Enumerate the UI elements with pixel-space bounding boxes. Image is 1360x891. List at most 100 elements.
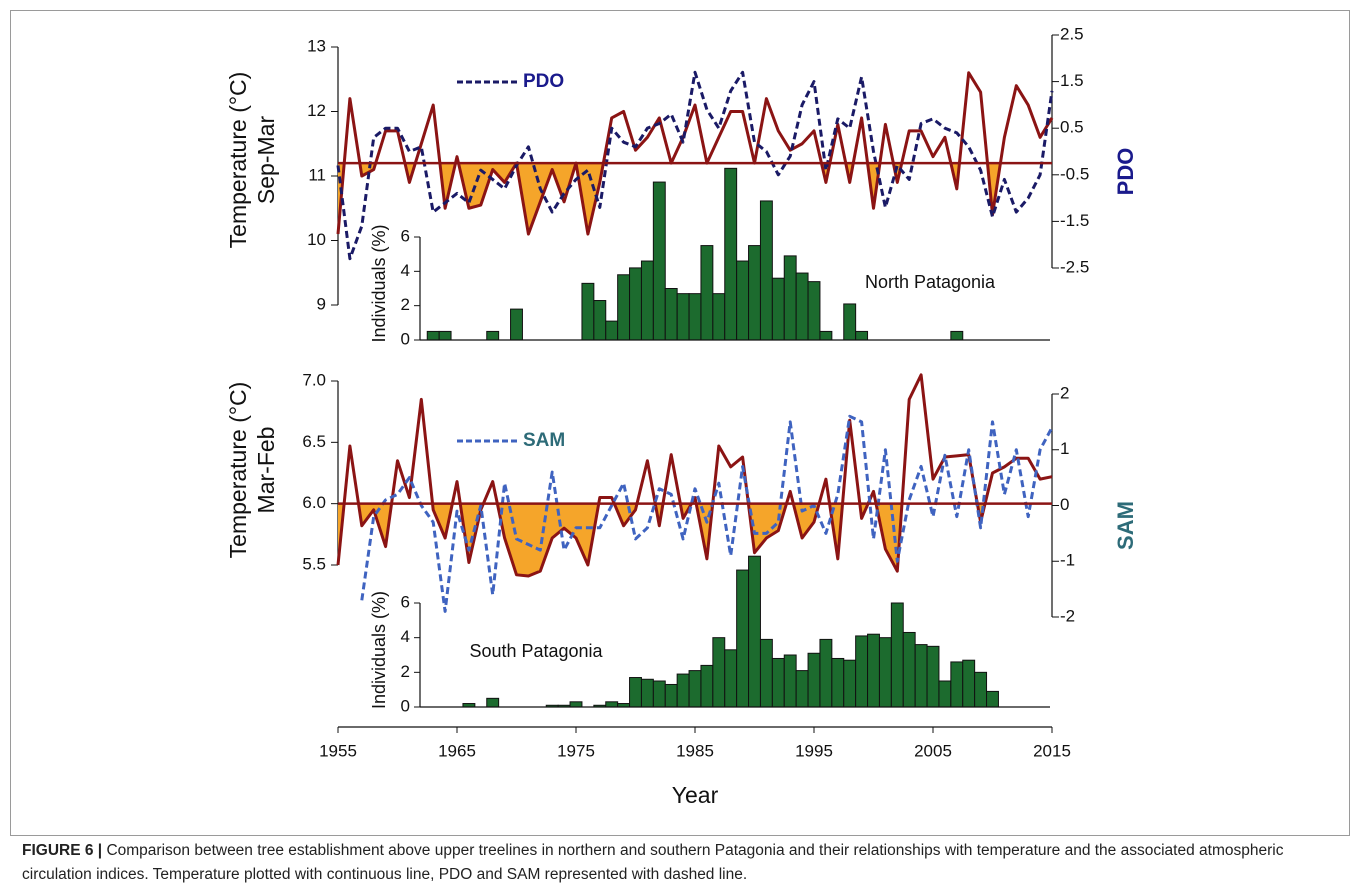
- x-axis-label: Year: [672, 782, 719, 808]
- bar: [795, 272, 809, 341]
- bar: [664, 683, 678, 708]
- y-tick-label: 7.0: [302, 370, 326, 389]
- legend-label: PDO: [523, 71, 564, 92]
- y-tick-label: 5.5: [302, 554, 326, 573]
- x-tick-label: 1955: [319, 741, 357, 760]
- caption-text: Comparison between tree establishment ab…: [22, 842, 1284, 883]
- y-tick-label: 9: [317, 294, 326, 313]
- bar: [724, 649, 738, 708]
- bar: [700, 245, 714, 341]
- bar: [676, 673, 690, 708]
- bar: [974, 671, 988, 708]
- bar: [902, 631, 916, 708]
- y-tick-label: 6: [401, 226, 410, 245]
- bar: [629, 677, 642, 708]
- y2-tick-label: -1: [1060, 551, 1075, 570]
- y2-tick-label: 0: [1060, 495, 1069, 514]
- bar: [807, 652, 821, 708]
- bar: [926, 645, 940, 708]
- bar: [676, 293, 690, 341]
- y2-tick-label: -2: [1060, 606, 1075, 625]
- y2-tick-label: 1.5: [1060, 71, 1084, 90]
- y-tick-label: 6: [401, 592, 410, 611]
- bar: [771, 277, 785, 341]
- bar: [712, 293, 726, 341]
- bar: [640, 260, 654, 341]
- bar: [593, 300, 607, 341]
- bar: [819, 330, 833, 341]
- y2-tick-label: -0.5: [1060, 164, 1089, 183]
- bar: [605, 701, 619, 708]
- x-tick-label: 1985: [676, 741, 714, 760]
- bar: [652, 181, 666, 341]
- bar: [759, 200, 773, 341]
- y-tick-label: 6.0: [302, 493, 326, 512]
- bar: [986, 690, 999, 708]
- bar: [664, 288, 678, 341]
- y-tick-label: 0: [401, 329, 410, 348]
- y-tick-label: 2: [401, 662, 410, 681]
- x-tick-label: 1995: [795, 741, 833, 760]
- y-tick-label: 4: [401, 261, 410, 280]
- x-tick-label: 2015: [1033, 741, 1071, 760]
- y-tick-label: 0: [401, 696, 410, 715]
- y2-tick-label: -1.5: [1060, 211, 1089, 230]
- bar: [748, 555, 761, 708]
- bar: [640, 678, 654, 708]
- bar: [688, 670, 702, 708]
- y-tick-label: 13: [307, 36, 326, 55]
- bar: [878, 637, 892, 708]
- bar: [890, 602, 904, 708]
- bar: [867, 633, 880, 708]
- bar: [914, 644, 928, 708]
- bar: [855, 330, 869, 341]
- x-tick-label: 1965: [438, 741, 476, 760]
- y-tick-label: 11: [308, 165, 326, 184]
- temperature-line: [336, 71, 1054, 236]
- bar: [605, 320, 619, 341]
- y2-tick-label: 0.5: [1060, 118, 1084, 137]
- x-tick-label: 2005: [914, 741, 952, 760]
- y2-tick-label: 2.5: [1060, 24, 1084, 43]
- y-axis-label: Temperature (°C): [225, 72, 251, 249]
- y-tick-label: 6.5: [302, 432, 326, 451]
- bar: [581, 282, 595, 341]
- bar: [617, 274, 631, 341]
- bar: [819, 638, 833, 708]
- y-tick-label: 4: [401, 627, 410, 646]
- bar: [950, 661, 964, 708]
- panel-label: North Patagonia: [865, 272, 996, 292]
- bar: [783, 654, 797, 708]
- bar: [843, 659, 857, 708]
- y-tick-label: 12: [307, 101, 326, 120]
- bar: [759, 638, 773, 708]
- bar: [938, 680, 952, 708]
- bar: [736, 260, 750, 341]
- below-baseline-fill: [338, 163, 1001, 235]
- bar: [807, 281, 821, 341]
- bar: [771, 657, 785, 708]
- bar: [831, 657, 845, 708]
- y-tick-label: 2: [401, 295, 410, 314]
- bar: [486, 697, 500, 708]
- y2-tick-label: -2.5: [1060, 257, 1089, 276]
- bar: [438, 330, 452, 341]
- y-axis-label: Mar-Feb: [253, 427, 279, 514]
- bar: [569, 701, 583, 708]
- y-tick-label: 10: [307, 230, 326, 249]
- hist-y-label: Individuals (%): [369, 591, 389, 709]
- bar: [629, 267, 642, 341]
- y-axis-label: Sep-Mar: [253, 116, 279, 205]
- bar: [700, 664, 714, 708]
- bar: [962, 659, 976, 708]
- legend-label: SAM: [523, 430, 565, 451]
- bar: [736, 569, 750, 708]
- panel-label: South Patagonia: [469, 641, 603, 661]
- bar: [510, 308, 523, 341]
- bar: [426, 330, 440, 341]
- x-tick-label: 1975: [557, 741, 595, 760]
- hist-y-label: Individuals (%): [369, 224, 389, 342]
- y2-tick-label: 2: [1060, 383, 1069, 402]
